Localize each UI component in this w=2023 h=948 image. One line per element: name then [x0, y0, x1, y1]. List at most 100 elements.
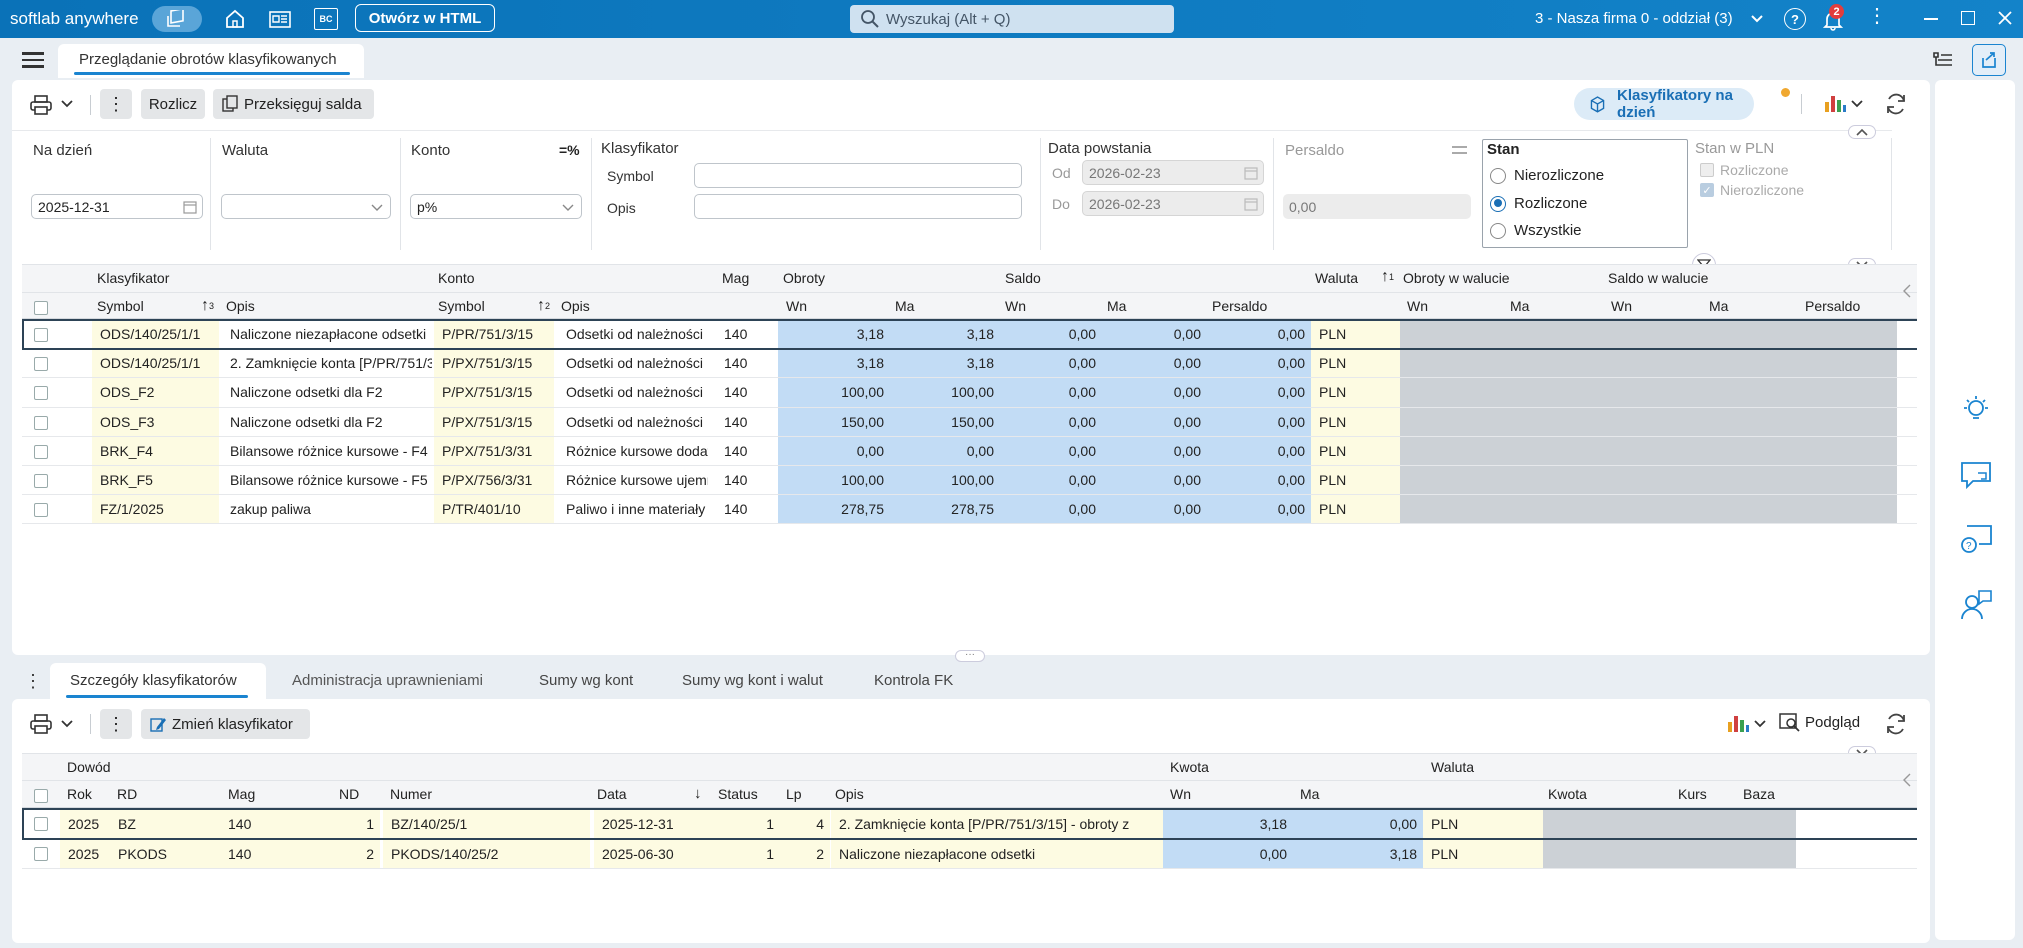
header-nd[interactable]: ND	[339, 786, 360, 802]
print-icon[interactable]	[26, 92, 56, 118]
sort-up-icon[interactable]: ↑ 2	[537, 297, 551, 314]
tree-view-icon[interactable]	[1930, 48, 1956, 72]
open-html-button[interactable]: Otwórz w HTML	[355, 4, 495, 32]
header-rok[interactable]: Rok	[67, 786, 92, 802]
row-checkbox[interactable]	[34, 847, 48, 861]
more-actions-button[interactable]: ⋮	[100, 709, 132, 739]
zmien-klasyfikator-button[interactable]: Zmień klasyfikator	[141, 709, 310, 739]
tab-sumy-wg-kont[interactable]: Sumy wg kont	[539, 672, 634, 689]
header-konto-opis[interactable]: Opis	[561, 298, 590, 314]
workspaces-icon[interactable]	[152, 6, 202, 32]
header-mag[interactable]: Mag	[722, 270, 750, 286]
tab-sumy-wg-kont-walut[interactable]: Sumy wg kont i walut	[682, 672, 823, 689]
header-status[interactable]: Status	[718, 786, 758, 802]
header-wal-persaldo[interactable]: Persaldo	[1805, 298, 1861, 314]
tips-lightbulb-icon[interactable]	[1956, 390, 1996, 430]
header-obroty-wn[interactable]: Wn	[786, 298, 807, 314]
more-actions-button[interactable]: ⋮	[100, 89, 132, 119]
row-checkbox[interactable]	[34, 386, 48, 401]
bc-icon[interactable]: BC	[314, 8, 338, 30]
header-opis[interactable]: Opis	[226, 298, 255, 314]
calendar-icon[interactable]	[183, 200, 197, 214]
header-det-wn[interactable]: Wn	[1170, 786, 1191, 802]
podglad-button[interactable]: Podgląd	[1779, 712, 1860, 732]
header-det-opis[interactable]: Opis	[835, 786, 864, 802]
print-dropdown-chevron-icon[interactable]	[60, 717, 74, 731]
chart-chevron-icon[interactable]	[1753, 717, 1767, 731]
company-selector[interactable]: 3 - Nasza firma 0 - oddział (3)	[1535, 10, 1733, 27]
header-konto-symbol[interactable]: Symbol	[438, 298, 485, 314]
refresh-icon[interactable]	[1882, 710, 1910, 738]
header-kurs[interactable]: Kurs	[1678, 786, 1707, 802]
klasyfikator-opis-input[interactable]	[694, 194, 1022, 219]
support-person-icon[interactable]	[1956, 585, 1996, 625]
sort-up-icon[interactable]: ↑ 1	[1381, 268, 1395, 285]
header-lp[interactable]: Lp	[786, 786, 802, 802]
row-checkbox[interactable]	[34, 474, 48, 488]
home-icon[interactable]	[222, 8, 248, 30]
help-icon[interactable]: ?	[1784, 8, 1806, 30]
stan-option-rozliczone[interactable]: Rozliczone	[1490, 195, 1587, 212]
row-checkbox[interactable]	[34, 444, 48, 459]
header-numer[interactable]: Numer	[390, 786, 433, 802]
header-det-ma[interactable]: Ma	[1300, 786, 1320, 802]
klasyfikator-symbol-input[interactable]	[694, 163, 1022, 188]
scroll-left-icon[interactable]	[1900, 282, 1914, 300]
row-checkbox[interactable]	[34, 817, 48, 831]
header-det-kwota[interactable]: Kwota	[1548, 786, 1587, 802]
header-saldo-wn[interactable]: Wn	[1005, 298, 1026, 314]
stan-option-nierozliczone[interactable]: Nierozliczone	[1490, 167, 1604, 184]
row-checkbox[interactable]	[34, 415, 48, 430]
header-wal-obroty-wn[interactable]: Wn	[1407, 298, 1428, 314]
header-wal-obroty-ma[interactable]: Ma	[1510, 298, 1530, 314]
search-input[interactable]: Wyszukaj (Alt + Q)	[850, 5, 1174, 33]
header-data[interactable]: Data	[597, 786, 627, 802]
tab-kontrola-fk[interactable]: Kontrola FK	[874, 672, 954, 689]
minimize-icon[interactable]	[1924, 18, 1938, 20]
header-obroty-ma[interactable]: Ma	[895, 298, 915, 314]
header-waluta[interactable]: Waluta	[1315, 270, 1359, 286]
chart-icon[interactable]	[1822, 91, 1848, 115]
tab-szczegoly-klasyfikatorow[interactable]: Szczegóły klasyfikatorów	[70, 672, 237, 689]
more-menu-icon[interactable]: ⋮	[1867, 5, 1887, 27]
sort-up-icon[interactable]: ↑ 3	[201, 297, 215, 314]
przeksieguj-button[interactable]: Przeksięguj salda	[213, 89, 374, 119]
header-rd[interactable]: RD	[117, 786, 138, 802]
chart-chevron-icon[interactable]	[1850, 97, 1864, 111]
header-det-mag[interactable]: Mag	[228, 786, 256, 802]
close-icon[interactable]	[1996, 9, 2014, 27]
select-all-checkbox[interactable]	[34, 301, 48, 315]
collapse-filters-icon[interactable]	[1848, 125, 1876, 139]
header-saldo-ma[interactable]: Ma	[1107, 298, 1127, 314]
tab-administracja[interactable]: Administracja uprawnieniami	[292, 672, 483, 689]
detail-select-all-checkbox[interactable]	[34, 789, 48, 803]
chat-icon[interactable]	[1956, 455, 1996, 495]
header-wal-saldo-ma[interactable]: Ma	[1709, 298, 1729, 314]
share-icon[interactable]	[1972, 44, 2006, 76]
waluta-select[interactable]	[221, 194, 391, 219]
klasyfikatory-na-dzien-button[interactable]: Klasyfikatory na dzień	[1574, 87, 1754, 121]
header-symbol[interactable]: Symbol	[97, 298, 144, 314]
print-dropdown-chevron-icon[interactable]	[60, 97, 74, 111]
konto-select[interactable]: p%	[410, 194, 582, 219]
header-persaldo[interactable]: Persaldo	[1212, 298, 1268, 314]
header-wal-saldo-wn[interactable]: Wn	[1611, 298, 1632, 314]
tab-view-title[interactable]: Przeglądanie obrotów klasyfikowanych	[58, 44, 364, 78]
hamburger-menu-icon[interactable]	[22, 52, 44, 68]
print-icon[interactable]	[26, 711, 56, 737]
row-checkbox[interactable]	[34, 328, 48, 342]
row-checkbox[interactable]	[34, 503, 48, 518]
scroll-left-icon[interactable]	[1900, 771, 1914, 789]
header-baza[interactable]: Baza	[1743, 786, 1775, 802]
row-checkbox[interactable]	[34, 357, 48, 372]
rozlicz-button[interactable]: Rozlicz	[141, 89, 205, 119]
maximize-icon[interactable]	[1961, 11, 1975, 25]
sort-down-icon[interactable]: ↓	[694, 785, 702, 802]
news-icon[interactable]	[267, 8, 293, 30]
splitter-handle[interactable]: ···	[955, 650, 985, 662]
help-chat-icon[interactable]: ?	[1956, 520, 1996, 560]
chart-icon[interactable]	[1725, 711, 1751, 735]
refresh-icon[interactable]	[1882, 90, 1910, 118]
chevron-down-icon[interactable]	[1748, 10, 1766, 28]
konto-operator[interactable]: =%	[559, 142, 580, 158]
